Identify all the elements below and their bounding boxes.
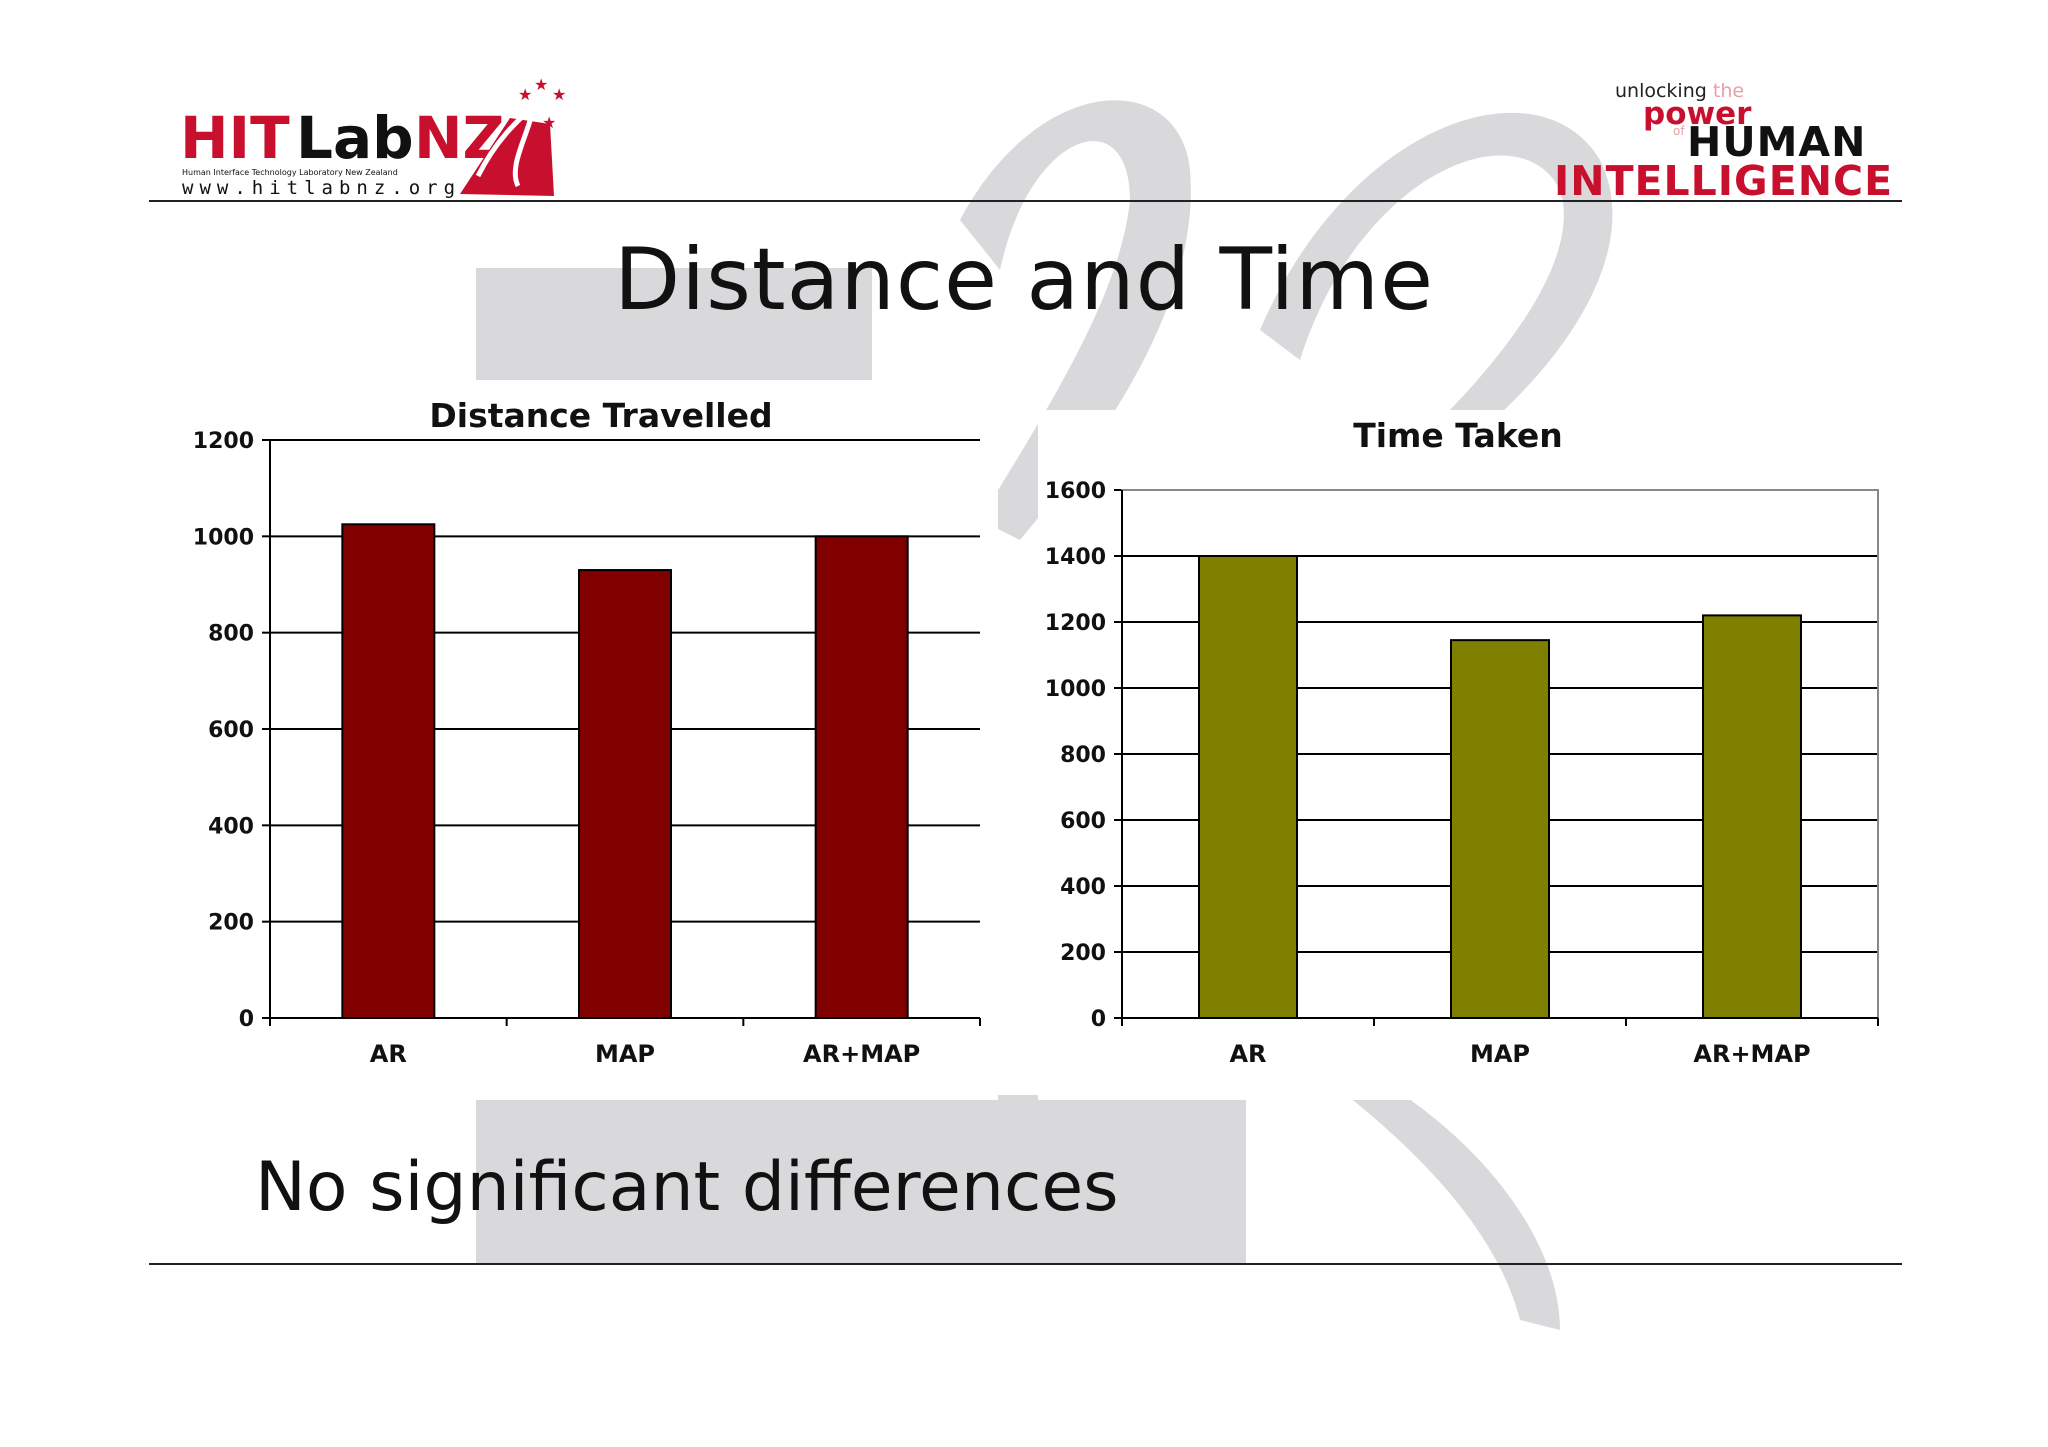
distance-travelled-chart: Distance Travelled 0 200 400 600 800 1000 1200 A…: [193, 396, 981, 1068]
y-tick-label: 200: [208, 911, 254, 936]
time-chart-panel: Time Taken 0 200 400 600 800 1000 1200 1400 1600 A…: [1038, 410, 1898, 1100]
x-category-label: AR: [1229, 1040, 1266, 1068]
x-category-label: AR: [370, 1040, 407, 1068]
logo-emblem-icon: [460, 118, 554, 196]
x-category-label: MAP: [595, 1040, 655, 1068]
slide-title: Distance and Time: [614, 230, 1434, 330]
bar-ar-map: [1702, 614, 1802, 1019]
logo-tagline-line1: unlocking the: [1615, 80, 1745, 102]
bar-ar-map: [814, 535, 909, 1019]
chart-title: Time Taken: [1353, 416, 1563, 455]
chart-title: Distance Travelled: [429, 396, 772, 435]
logo-tagline-intelligence: INTELLIGENCE: [1554, 157, 1894, 205]
star-icon: ★: [542, 113, 556, 132]
star-icon: ★: [534, 76, 548, 94]
y-tick-label: 1000: [1045, 677, 1106, 702]
y-tick-label: 200: [1060, 941, 1106, 966]
y-tick-label: 1000: [193, 525, 254, 550]
logo-wordmark-hit: HIT: [180, 104, 290, 172]
y-tick-label: 1600: [1045, 479, 1106, 504]
bar-map: [578, 569, 672, 1020]
x-category-label: MAP: [1470, 1040, 1530, 1068]
footer-rule: [149, 1263, 1902, 1265]
distance-chart-panel: Distance Travelled 0 200 400 600 800 1000 1200 A…: [178, 380, 998, 1100]
bar-map: [1450, 639, 1550, 1019]
y-tick-label: 800: [1060, 743, 1106, 768]
bar-ar: [1198, 555, 1298, 1019]
star-icon: ★: [518, 85, 532, 104]
y-tick-label: 1200: [193, 429, 254, 454]
y-tick-label: 1400: [1045, 545, 1106, 570]
logo-tagline-power: power: [1643, 96, 1752, 132]
logo-tagline-human: HUMAN: [1687, 118, 1867, 166]
slide-caption: No significant differences: [255, 1148, 1119, 1227]
logo-wordmark-lab: Lab: [296, 104, 414, 172]
logo-tagline-of: of: [1673, 124, 1685, 138]
logo-url: www.hitlabnz.org: [182, 177, 461, 199]
hitlabnz-logo: HIT Lab NZ Human Interface Technology La…: [178, 75, 598, 200]
star-icon: ★: [552, 85, 566, 104]
y-tick-label: 0: [239, 1007, 254, 1032]
y-tick-label: 600: [1060, 809, 1106, 834]
logo-subtitle: Human Interface Technology Laboratory Ne…: [182, 168, 398, 177]
y-tick-label: 0: [1091, 1007, 1106, 1032]
y-tick-label: 800: [208, 622, 254, 647]
y-tick-label: 1200: [1045, 611, 1106, 636]
y-tick-label: 600: [208, 718, 254, 743]
header-rule: [149, 200, 1902, 202]
x-category-label: AR+MAP: [1693, 1040, 1810, 1068]
x-category-label: AR+MAP: [803, 1040, 920, 1068]
y-tick-label: 400: [208, 814, 254, 839]
bar-ar: [341, 523, 436, 1020]
unlocking-power-logo: unlocking the power of HUMAN INTELLIGENC…: [1540, 76, 1894, 205]
y-tick-label: 400: [1060, 875, 1106, 900]
time-taken-chart: Time Taken 0 200 400 600 800 1000 1200 1400 1600 A…: [1045, 416, 1879, 1068]
